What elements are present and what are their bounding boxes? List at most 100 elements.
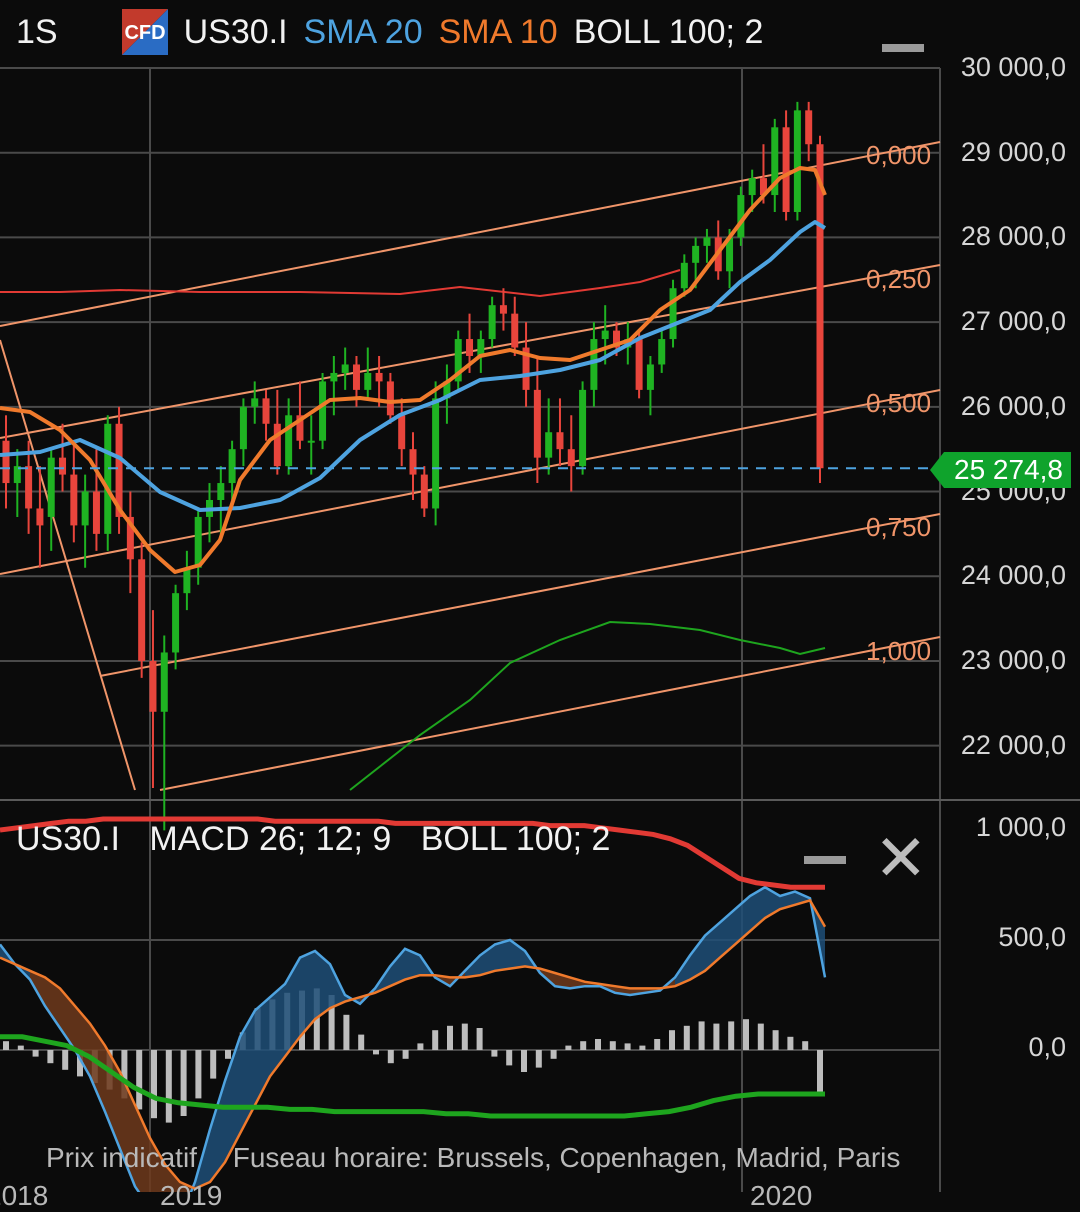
macd-histogram-bar (817, 1050, 823, 1092)
candle-body (285, 415, 293, 467)
macd-fill (735, 896, 750, 945)
macd-histogram-bar (461, 1023, 468, 1050)
macd-fill (45, 977, 60, 1028)
current-price-tag: 25 274,8 (930, 452, 1071, 488)
candle-body (398, 415, 406, 450)
fib-level-label: 0,500 (866, 388, 932, 418)
macd-fill (270, 984, 285, 1077)
candle-body (703, 237, 711, 246)
macd-histogram-bar (683, 1025, 690, 1050)
candle-body (601, 330, 609, 340)
candle-body (307, 440, 315, 443)
macd-fill (255, 997, 270, 1105)
candle-body (658, 339, 666, 365)
timezone-note: Fuseau horaire: Brussels, Copenhagen, Ma… (232, 1142, 901, 1173)
macd-fill (390, 948, 405, 987)
candle-body (160, 652, 168, 712)
macd-boll-upper (0, 816, 825, 890)
price-axis-label: 28 000,0 (960, 221, 1066, 252)
minimize-main-button[interactable] (882, 44, 924, 52)
macd-histogram-bar (787, 1036, 794, 1050)
macd-boll-label[interactable]: BOLL 100; 2 (420, 820, 611, 858)
candle-body (793, 110, 801, 212)
cfd-badge-text: CFD (124, 22, 165, 44)
macd-histogram-bar (639, 1045, 646, 1050)
price-axis-label: 24 000,0 (960, 560, 1066, 591)
macd-histogram-bar (506, 1050, 513, 1066)
macd-fill (720, 909, 735, 958)
macd-histogram-bar (225, 1050, 231, 1059)
candle-body (217, 483, 225, 500)
boll-lower-main (349, 620, 826, 791)
candle-body (296, 415, 304, 441)
macd-histogram-bar (772, 1030, 779, 1050)
candle-body (613, 330, 620, 348)
macd-histogram-bar (62, 1050, 69, 1070)
price-axis-label: 29 000,0 (960, 136, 1066, 167)
candle-body (25, 466, 33, 509)
macd-histogram-bar (77, 1050, 83, 1077)
macd-fill (480, 944, 495, 976)
timeframe-label[interactable]: 1S (16, 12, 58, 51)
macd-fill (330, 964, 345, 1009)
x-axis-label: 2020 (750, 1180, 813, 1211)
macd-fill (60, 988, 75, 1050)
macd-symbol-label: US30.I (16, 820, 120, 858)
candle-body (748, 178, 756, 196)
macd-fill (690, 935, 705, 980)
minimize-macd-button[interactable] (804, 856, 846, 864)
macd-histogram-bar (151, 1050, 157, 1119)
macd-histogram-bar (491, 1050, 498, 1057)
candle-body (183, 567, 191, 594)
candle-body (556, 432, 564, 450)
boll-label[interactable]: BOLL 100; 2 (573, 12, 764, 51)
sma20-label[interactable]: SMA 20 (303, 12, 423, 51)
candle-body (386, 381, 394, 416)
candle-body (228, 449, 236, 484)
macd-line (0, 885, 827, 1192)
x-axis-label: 2019 (160, 1180, 223, 1211)
candle-body (239, 406, 247, 450)
close-icon[interactable]: ✕ (874, 822, 928, 894)
macd-fill (405, 948, 420, 980)
candle-body (364, 372, 372, 390)
candle-body (816, 144, 824, 469)
candle-body (432, 398, 440, 509)
symbol-label: US30.I (183, 12, 288, 51)
candle-body (488, 305, 496, 340)
macd-fill (165, 1164, 180, 1192)
candle-body (771, 127, 779, 196)
candle-body (126, 516, 134, 560)
candle-body (319, 381, 327, 441)
candle-body (330, 372, 338, 382)
macd-histogram-bar (47, 1050, 54, 1064)
macd-histogram-bar (595, 1039, 601, 1050)
macd-histogram-bar (210, 1050, 217, 1079)
candle-body (680, 262, 688, 289)
sma10-line (0, 166, 827, 574)
macd-histogram-bar (136, 1050, 143, 1110)
candle-body (454, 339, 462, 382)
macd-label[interactable]: MACD 26; 12; 9 (149, 820, 392, 858)
candle-body (522, 347, 530, 390)
macd-histogram-bar (757, 1023, 764, 1050)
macd-histogram-bar (728, 1021, 735, 1050)
macd-histogram-bar (402, 1050, 409, 1059)
macd-histogram-bar (328, 995, 335, 1050)
candle-body (81, 491, 89, 526)
sma10-label[interactable]: SMA 10 (438, 12, 558, 51)
macd-axis-label: 1 000,0 (975, 812, 1066, 842)
macd-histogram-bar (180, 1050, 187, 1116)
macd-fill (75, 1006, 90, 1077)
macd-fill (285, 957, 300, 1057)
macd-histogram-bar (802, 1041, 809, 1050)
candle-body (499, 305, 507, 314)
candle-body (104, 423, 112, 534)
fib-level-label: 0,000 (866, 140, 932, 170)
candle-body (805, 110, 813, 145)
candle-body (409, 449, 417, 475)
macd-histogram-bar (713, 1023, 720, 1050)
macd-histogram-bar (32, 1050, 39, 1057)
macd-fill (90, 1023, 105, 1112)
